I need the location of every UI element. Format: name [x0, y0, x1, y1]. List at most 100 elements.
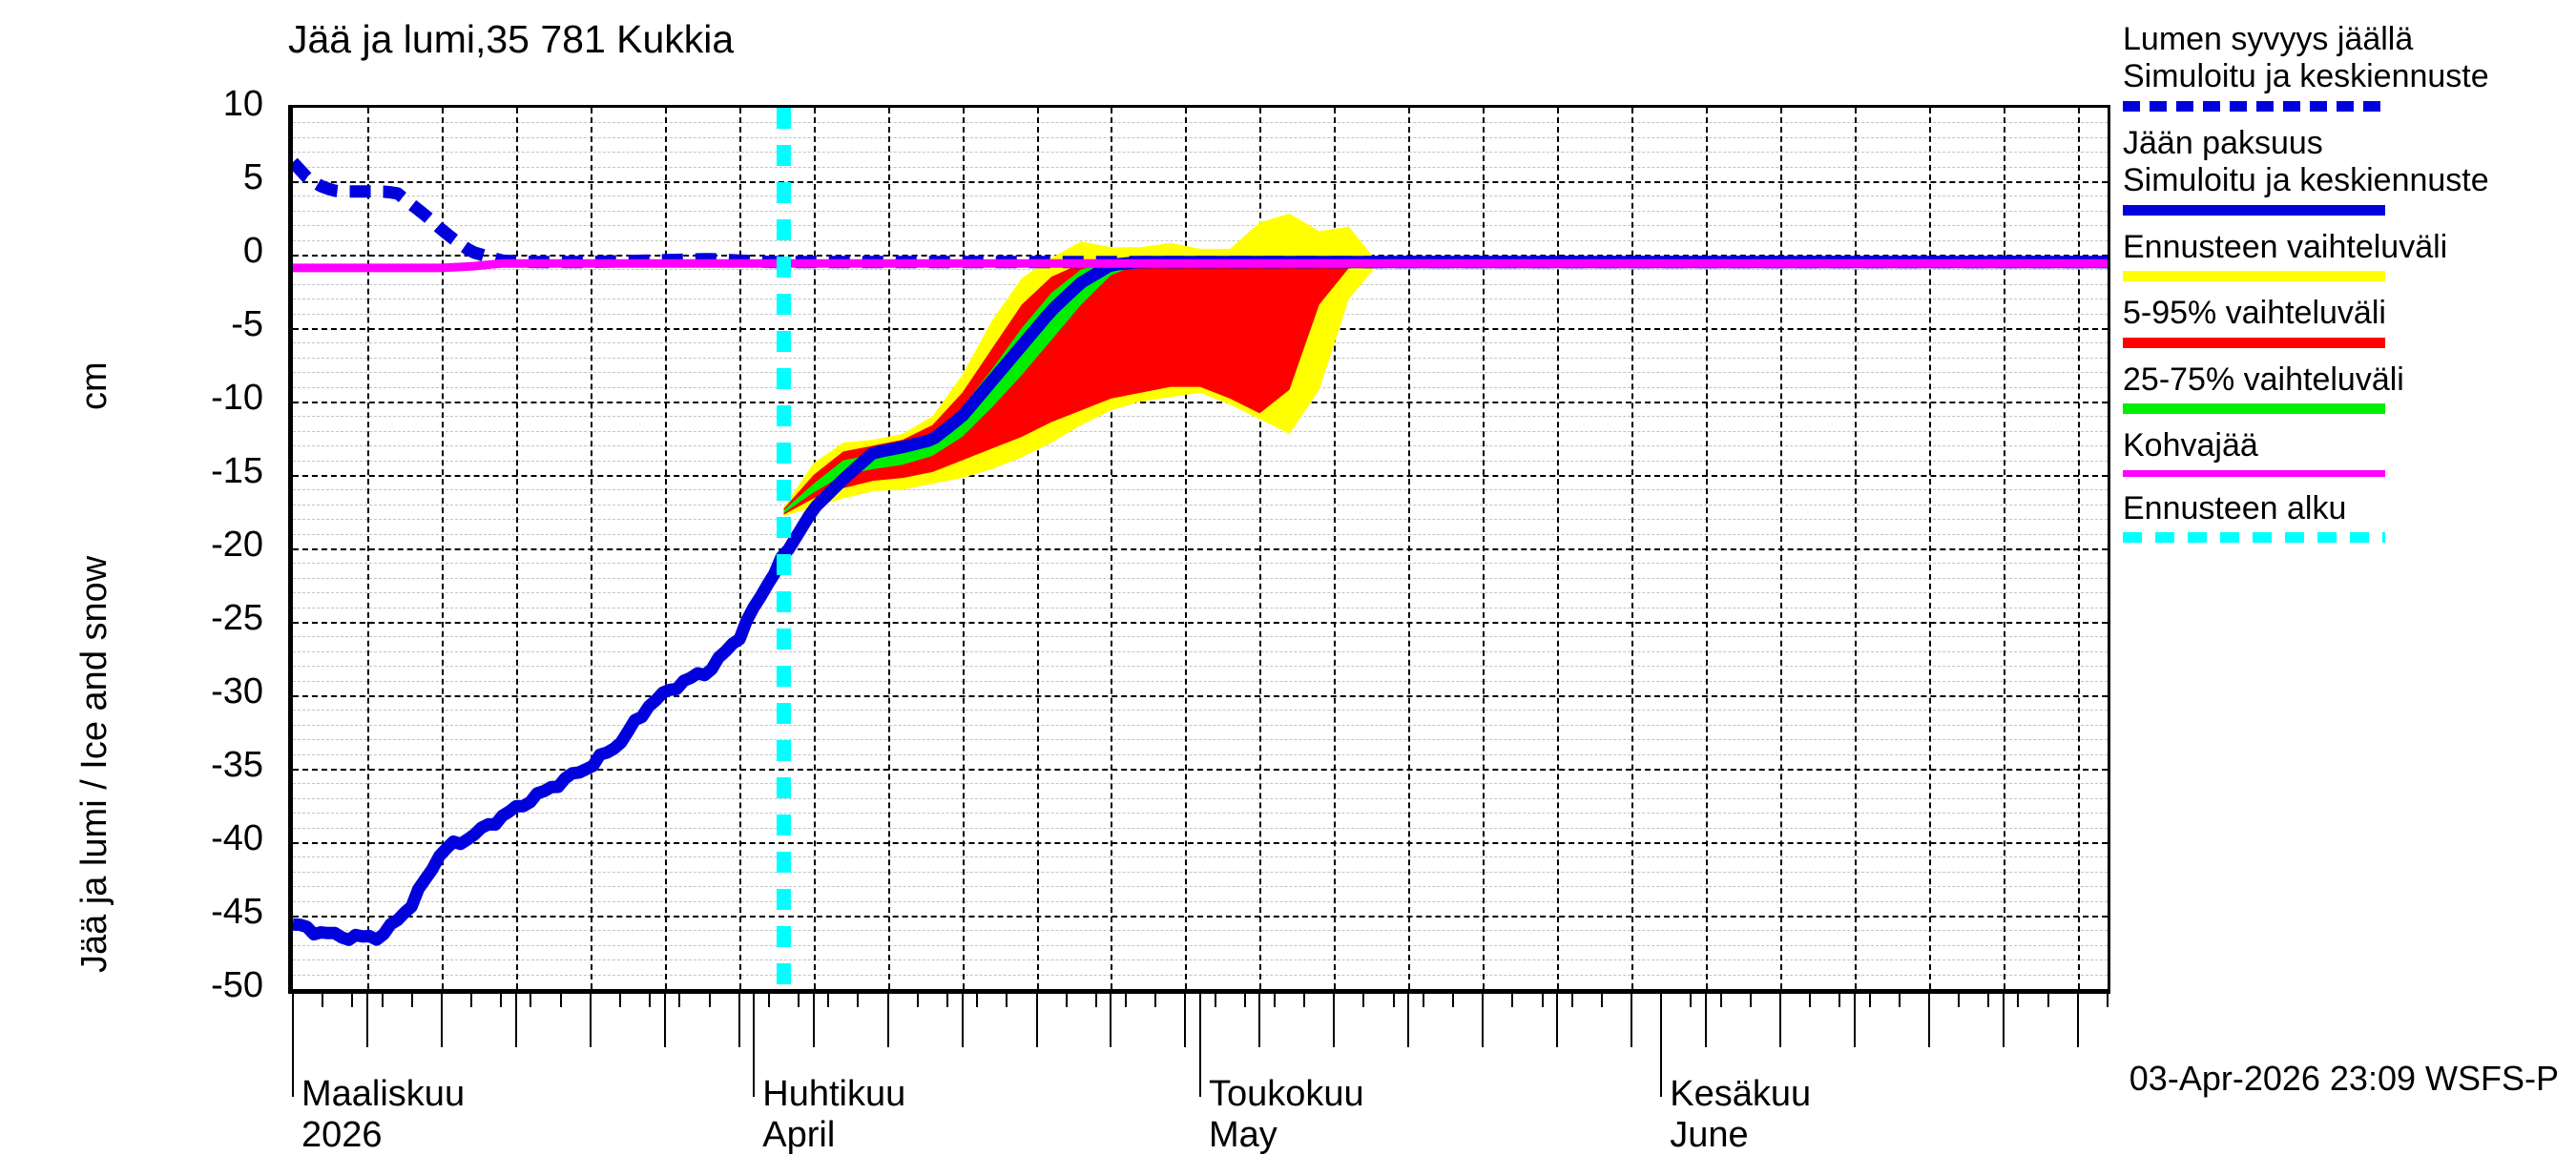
legend-item-ice-thickness: Jään paksuus Simuloitu ja keskiennuste — [2123, 125, 2571, 216]
x-axis-month-label: Maaliskuu 2026 — [301, 1074, 465, 1155]
gridline-horizontal-minor — [293, 930, 2108, 932]
gridline-horizontal — [293, 181, 2108, 183]
gridline-horizontal-minor — [293, 416, 2108, 418]
gridline-horizontal — [293, 842, 2108, 844]
x-axis-tick-minor — [1719, 992, 1722, 1007]
x-axis-tick-minor — [945, 992, 948, 1007]
legend-swatch-range-25-75 — [2123, 403, 2385, 415]
gridline-vertical — [1483, 108, 1485, 989]
x-axis-tick-minor — [322, 992, 324, 1007]
gridline-horizontal-minor — [293, 944, 2108, 946]
y-axis-tick-label: -35 — [211, 745, 263, 785]
gridline-vertical — [2003, 108, 2005, 989]
x-axis-tick-major — [1705, 992, 1708, 1047]
gridline-horizontal-minor — [293, 166, 2108, 168]
gridline-horizontal-minor — [293, 797, 2108, 799]
legend-item-range-5-95: 5-95% vaihteluväli — [2123, 295, 2571, 348]
legend-swatch-slush-ice — [2123, 469, 2385, 477]
month-name-secondary: April — [762, 1114, 836, 1155]
x-axis-tick-minor — [767, 992, 770, 1007]
legend-item-forecast-start: Ennusteen alku — [2123, 490, 2571, 543]
x-axis-tick-minor — [1511, 992, 1514, 1007]
legend-item-forecast-range: Ennusteen vaihteluväli — [2123, 229, 2571, 282]
x-axis-tick-major — [1184, 992, 1187, 1047]
gridline-horizontal — [293, 916, 2108, 918]
gridline-horizontal-minor — [293, 753, 2108, 755]
gridline-vertical — [1259, 108, 1262, 989]
x-axis-tick-major — [1556, 992, 1559, 1047]
legend-item-snow-depth-on-ice: Lumen syvyys jäällä Simuloitu ja keskienn… — [2123, 21, 2571, 112]
x-axis-month-label: Kesäkuu June — [1670, 1074, 1811, 1155]
x-axis-tick-minor — [1958, 992, 1961, 1007]
x-axis-tick-major — [1631, 992, 1633, 1047]
gridline-horizontal-minor — [293, 886, 2108, 888]
x-axis-tick-major — [2076, 992, 2079, 1047]
x-axis-tick-major — [1035, 992, 1038, 1047]
gridline-horizontal-minor — [293, 783, 2108, 785]
gridline-horizontal-minor — [293, 210, 2108, 212]
y-axis-title: Jää ja lumi / Ice and snow — [74, 555, 114, 973]
x-axis-tick-minor — [827, 992, 830, 1007]
x-axis-tick-major — [886, 992, 889, 1047]
legend-sublabel: Simuloitu ja keskiennuste — [2123, 58, 2489, 95]
x-axis-tick-minor — [559, 992, 562, 1007]
x-axis-month-label: Huhtikuu April — [762, 1074, 905, 1155]
y-axis-tick-label: -20 — [211, 525, 263, 565]
x-axis-tick-minor — [1392, 992, 1395, 1007]
x-axis-tick-minor — [916, 992, 919, 1007]
series-line — [293, 157, 2108, 269]
x-axis-tick-minor — [1868, 992, 1871, 1007]
x-axis-tick-minor — [530, 992, 532, 1007]
gridline-horizontal-minor — [293, 519, 2108, 521]
gridline-vertical — [887, 108, 890, 989]
y-axis-tick-label: -30 — [211, 671, 263, 712]
gridline-horizontal — [293, 402, 2108, 403]
gridline-vertical — [1780, 108, 1783, 989]
gridline-horizontal — [293, 695, 2108, 697]
x-axis-tick-minor — [1541, 992, 1544, 1007]
legend-swatch-forecast-range — [2123, 271, 2385, 282]
legend-label: Ennusteen alku — [2123, 489, 2347, 526]
gridline-vertical — [1854, 108, 1857, 989]
x-axis-tick-minor — [1452, 992, 1455, 1007]
legend-swatch-range-5-95 — [2123, 337, 2385, 348]
x-axis-tick-minor — [2017, 992, 2020, 1007]
legend-item-slush-ice: Kohvajää — [2123, 427, 2571, 477]
x-axis-tick-minor — [351, 992, 354, 1007]
x-axis-tick-minor — [1987, 992, 1990, 1007]
gridline-vertical — [1408, 108, 1411, 989]
x-axis-tick-major — [440, 992, 443, 1047]
gridline-horizontal-minor — [293, 959, 2108, 961]
month-name-fi: Huhtikuu — [762, 1074, 906, 1114]
page-title: Jää ja lumi,35 781 Kukkia — [288, 17, 735, 61]
x-axis-tick-major — [589, 992, 592, 1047]
x-axis-tick-major — [961, 992, 964, 1047]
gridline-vertical — [1111, 108, 1113, 989]
gridline-vertical — [1631, 108, 1634, 989]
x-axis-tick-major — [365, 992, 368, 1047]
gridline-horizontal-minor — [293, 225, 2108, 227]
x-axis-tick-minor — [1243, 992, 1246, 1007]
x-axis-tick-minor — [470, 992, 473, 1007]
gridline-vertical — [1185, 108, 1188, 989]
x-axis-month-divider — [1660, 992, 1663, 1097]
gridline-horizontal — [293, 769, 2108, 771]
y-axis-tick-label: 5 — [242, 157, 263, 197]
legend-sublabel: Simuloitu ja keskiennuste — [2123, 162, 2489, 199]
month-name-fi: Toukokuu — [1209, 1074, 1364, 1114]
gridline-horizontal-minor — [293, 122, 2108, 124]
x-axis-tick-minor — [1303, 992, 1306, 1007]
gridline-vertical — [366, 108, 369, 989]
gridline-horizontal-minor — [293, 592, 2108, 594]
x-axis-tick-minor — [1809, 992, 1812, 1007]
month-name-fi: Kesäkuu — [1670, 1074, 1812, 1114]
gridline-vertical — [962, 108, 965, 989]
gridline-horizontal-minor — [293, 577, 2108, 579]
x-axis-tick-minor — [1422, 992, 1424, 1007]
gridline-vertical — [1928, 108, 1931, 989]
month-name-secondary: June — [1670, 1114, 1749, 1155]
x-axis-tick-major — [1853, 992, 1856, 1047]
gridline-horizontal-minor — [293, 813, 2108, 815]
x-axis-tick-major — [1110, 992, 1112, 1047]
x-axis-tick-minor — [1690, 992, 1693, 1007]
